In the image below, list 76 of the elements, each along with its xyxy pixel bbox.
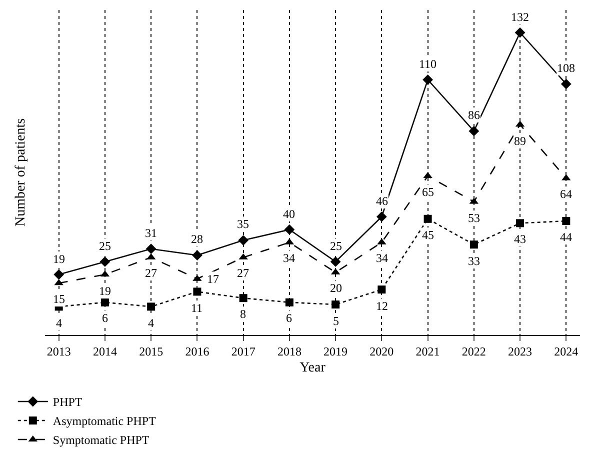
data-label: 33 <box>468 254 480 268</box>
data-label: 6 <box>102 311 108 325</box>
data-label: 65 <box>422 185 434 199</box>
legend-label: Symptomatic PHPT <box>52 433 150 448</box>
x-tick-label: 2015 <box>139 344 164 358</box>
point <box>422 74 433 85</box>
x-tick-label: 2017 <box>231 344 256 358</box>
data-label: 4 <box>56 316 62 330</box>
x-axis-title: Year <box>300 360 326 376</box>
point <box>468 126 480 136</box>
data-label: 34 <box>283 251 295 265</box>
data-label: 64 <box>560 187 572 201</box>
data-label: 45 <box>422 228 434 242</box>
x-tick-label: 2023 <box>508 344 532 358</box>
point <box>378 286 386 294</box>
data-label: 20 <box>330 281 342 295</box>
point <box>100 256 110 267</box>
legend-label: Asymptomatic PHPT <box>52 414 157 428</box>
point <box>146 244 156 254</box>
data-label: 25 <box>99 239 111 253</box>
point <box>285 298 294 306</box>
point <box>514 27 526 38</box>
data-label: 108 <box>557 61 575 75</box>
point <box>562 217 570 226</box>
data-label: 27 <box>145 266 157 280</box>
data-label: 27 <box>237 266 249 280</box>
data-label: 46 <box>376 194 388 208</box>
point <box>470 240 478 249</box>
point <box>516 219 524 228</box>
data-label: 34 <box>376 251 388 265</box>
data-label: 25 <box>330 239 342 253</box>
data-label: 40 <box>283 207 295 221</box>
point <box>560 78 572 90</box>
data-label: 89 <box>514 134 526 148</box>
point <box>424 214 432 223</box>
data-label: 11 <box>191 301 203 315</box>
point <box>332 300 340 309</box>
data-label: 5 <box>333 314 339 328</box>
point <box>192 250 202 260</box>
data-label: 19 <box>53 252 65 266</box>
data-label: 12 <box>376 299 388 313</box>
data-label: 86 <box>468 108 480 122</box>
x-tick-label: 2024 <box>554 344 578 358</box>
data-label: 17 <box>207 272 219 286</box>
data-label: 8 <box>240 307 246 321</box>
x-tick-label: 2020 <box>370 344 394 358</box>
x-tick-label: 2013 <box>46 344 71 358</box>
point <box>376 212 387 222</box>
point <box>54 269 64 280</box>
data-label: 6 <box>286 311 292 325</box>
x-tick-label: 2021 <box>416 344 440 358</box>
point <box>330 256 341 267</box>
x-tick-label: 2014 <box>92 344 117 358</box>
data-label: 110 <box>419 57 437 71</box>
point <box>238 235 249 246</box>
point <box>239 294 248 302</box>
x-tick-label: 2019 <box>324 344 348 358</box>
x-tick-label: 2018 <box>277 344 302 358</box>
x-tick-label: 2022 <box>462 344 486 358</box>
data-label: 44 <box>560 230 572 244</box>
point <box>193 288 202 296</box>
point <box>284 224 295 235</box>
data-label: 43 <box>514 232 526 246</box>
legend-label: PHPT <box>52 395 83 410</box>
point <box>100 298 109 306</box>
data-label: 53 <box>468 211 480 225</box>
x-tick-label: 2016 <box>185 344 210 358</box>
data-label: 31 <box>145 226 157 240</box>
point <box>147 302 156 311</box>
data-label: 4 <box>148 316 154 330</box>
y-axis-title: Number of patients <box>14 118 29 227</box>
data-label: 15 <box>53 292 65 306</box>
data-label: 132 <box>511 10 529 24</box>
data-label: 19 <box>99 284 111 298</box>
data-label: 28 <box>191 232 203 246</box>
data-label: 35 <box>237 217 249 231</box>
